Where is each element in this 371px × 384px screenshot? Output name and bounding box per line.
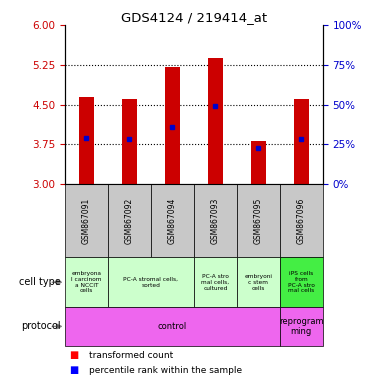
Text: reprogram
ming: reprogram ming <box>279 317 324 336</box>
Bar <box>65 307 280 346</box>
Text: cell type: cell type <box>19 277 61 287</box>
Text: GSM867095: GSM867095 <box>254 198 263 244</box>
Bar <box>194 257 237 307</box>
Bar <box>65 184 108 257</box>
Text: GSM867091: GSM867091 <box>82 198 91 244</box>
Bar <box>251 141 266 184</box>
Bar <box>280 257 323 307</box>
Bar <box>294 99 309 184</box>
Text: PC-A stromal cells,
sorted: PC-A stromal cells, sorted <box>124 277 178 288</box>
Text: ■: ■ <box>69 350 78 360</box>
Text: GSM867096: GSM867096 <box>297 198 306 244</box>
Bar <box>79 97 94 184</box>
Bar <box>237 257 280 307</box>
Bar <box>194 184 237 257</box>
Bar <box>208 58 223 184</box>
Text: embryoni
c stem
cells: embryoni c stem cells <box>244 274 272 291</box>
Bar <box>237 184 280 257</box>
Bar <box>122 99 137 184</box>
Bar <box>280 307 323 346</box>
Text: transformed count: transformed count <box>89 351 173 360</box>
Bar <box>108 184 151 257</box>
Title: GDS4124 / 219414_at: GDS4124 / 219414_at <box>121 11 267 24</box>
Text: ■: ■ <box>69 366 78 376</box>
Bar <box>108 257 194 307</box>
Text: protocol: protocol <box>22 321 61 331</box>
Text: iPS cells
from
PC-A stro
mal cells: iPS cells from PC-A stro mal cells <box>288 271 315 293</box>
Text: GSM867094: GSM867094 <box>168 198 177 244</box>
Text: embryona
l carcinom
a NCCIT
cells: embryona l carcinom a NCCIT cells <box>71 271 102 293</box>
Text: GSM867092: GSM867092 <box>125 198 134 244</box>
Bar <box>165 68 180 184</box>
Text: PC-A stro
mal cells,
cultured: PC-A stro mal cells, cultured <box>201 274 229 291</box>
Text: percentile rank within the sample: percentile rank within the sample <box>89 366 242 375</box>
Text: control: control <box>158 322 187 331</box>
Bar <box>65 257 108 307</box>
Bar <box>151 184 194 257</box>
Bar <box>280 184 323 257</box>
Text: GSM867093: GSM867093 <box>211 198 220 244</box>
